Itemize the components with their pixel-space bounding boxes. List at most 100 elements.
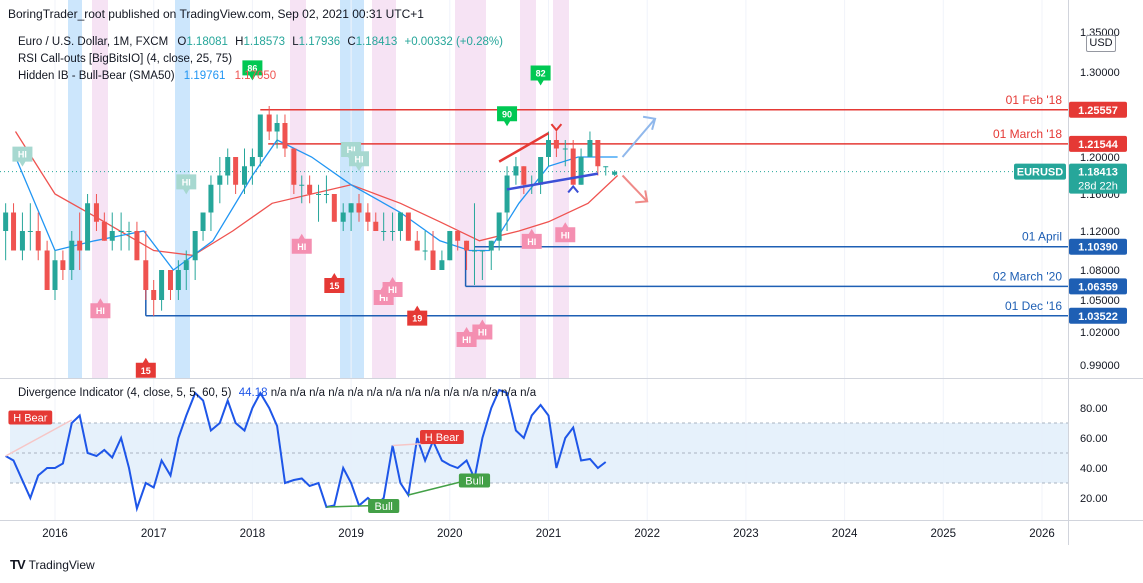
candle-body xyxy=(3,212,9,231)
callout-hi-green: HI xyxy=(12,146,33,167)
main-legend: Euro / U.S. Dollar, 1M, FXCM O1.18081 H1… xyxy=(18,36,503,48)
candle-body xyxy=(397,212,403,231)
horizontal-levels: 01 Feb '18 01 March '18 01 April 02 March '… xyxy=(0,93,1068,317)
bull-arrowhead-icon xyxy=(642,115,657,131)
level-price-text: 1.10390 xyxy=(1078,242,1118,254)
time-tick-label: 2026 xyxy=(1029,528,1055,540)
price-axis[interactable]: 1.350001.300001.200001.160001.120001.100… xyxy=(1080,27,1120,505)
candle-body xyxy=(242,166,248,185)
callout-shape xyxy=(521,228,542,249)
candle-body xyxy=(118,231,124,232)
osc-tick-label: 60.00 xyxy=(1080,433,1108,445)
callout-shape xyxy=(382,277,403,297)
candle-body xyxy=(93,203,99,222)
callout-hi-pink: HI xyxy=(555,222,576,243)
bear-divergence-label: H Bear xyxy=(8,410,53,425)
price-tick-label: 0.99000 xyxy=(1080,360,1120,372)
candle-body xyxy=(488,240,494,251)
callout-text: HI xyxy=(527,237,536,247)
level-label: 01 March '18 xyxy=(993,127,1062,141)
callout-shape xyxy=(12,146,33,167)
bear-divergence-line xyxy=(5,419,73,457)
callout-text: HI xyxy=(354,154,363,164)
bear-projection-arrow xyxy=(621,174,648,203)
na-value: n/a xyxy=(459,387,479,399)
callout-hi-green: HI xyxy=(176,174,197,195)
highlight-zone xyxy=(92,0,108,378)
candle-body xyxy=(340,212,346,222)
highlight-zone xyxy=(520,0,536,378)
candle-body xyxy=(126,231,132,232)
rsi-callouts-legend[interactable]: RSI Call-outs [BigBitsIO] (4, close, 25,… xyxy=(18,53,233,65)
level-price-badge xyxy=(1069,278,1127,295)
callout-red: 19 xyxy=(407,305,428,326)
callout-hi-pink: HI xyxy=(472,319,493,340)
candle-body xyxy=(455,231,461,241)
price-tick-label: 1.02000 xyxy=(1080,327,1120,339)
candle-body xyxy=(257,114,263,157)
candle-body xyxy=(471,250,477,252)
candle-body xyxy=(217,175,223,185)
time-tick-label: 2020 xyxy=(437,528,463,540)
hidden-ib-legend[interactable]: Hidden IB - Bull-Bear (SMA50) 1.19761 1.… xyxy=(18,70,277,82)
tradingview-logo[interactable]: TV TradingView xyxy=(10,557,95,572)
callout-text: HI xyxy=(96,306,105,316)
price-change: +0.00332 (+0.28%) xyxy=(404,36,503,48)
candle-body xyxy=(208,184,214,213)
time-axis[interactable]: 2016 2017 2018 2019 2020 2021 2022 2023 2024 2025… xyxy=(42,528,1055,540)
time-tick-label: 2024 xyxy=(832,528,858,540)
candle-body xyxy=(266,114,272,132)
callout-text: HI xyxy=(182,177,191,187)
label-bg xyxy=(8,410,53,425)
bull-projection-arrow xyxy=(621,118,656,158)
callout-green: 86 xyxy=(242,60,263,81)
time-tick-label: 2016 xyxy=(42,528,68,540)
na-value: n/a xyxy=(286,387,306,399)
support-trendline xyxy=(506,172,599,191)
time-tick-label: 2021 xyxy=(536,528,562,540)
callout-text: HI xyxy=(388,285,397,295)
callout-shape xyxy=(555,222,576,243)
candle-body xyxy=(11,212,17,251)
candle-body xyxy=(414,240,420,251)
divergence-legend[interactable]: Divergence Indicator (4, close, 5, 5, 60… xyxy=(18,387,537,399)
callout-green: 90 xyxy=(497,106,518,127)
level-price-badge xyxy=(1069,238,1127,255)
label-text: Bull xyxy=(374,501,392,513)
candle-body xyxy=(323,194,329,195)
candle-body xyxy=(331,194,337,222)
highlight-zone xyxy=(290,0,306,378)
candle-body xyxy=(175,270,181,290)
candle-body xyxy=(464,240,470,251)
callout-shape xyxy=(291,233,312,254)
price-tick-label: 1.30000 xyxy=(1080,67,1120,79)
callout-text: 19 xyxy=(412,314,422,324)
callout-red: 15 xyxy=(324,273,345,293)
highlight-zone xyxy=(455,0,486,378)
candle-body xyxy=(439,260,445,270)
ohlc-close: C1.18413 xyxy=(347,36,398,48)
candle-body xyxy=(390,231,396,232)
last-price-text: 1.18413 xyxy=(1078,167,1118,179)
symbol-title[interactable]: Euro / U.S. Dollar, 1M, FXCM xyxy=(18,36,169,48)
hidden-ib-value-2: 1.17050 xyxy=(234,70,277,82)
ohlc-high: H1.18573 xyxy=(235,36,286,48)
candle-body xyxy=(603,166,609,168)
callout-text: HI xyxy=(462,335,471,345)
callout-text: 15 xyxy=(329,281,339,291)
divergence-line xyxy=(5,388,607,513)
candle-body xyxy=(299,184,305,186)
candle-body xyxy=(496,212,502,241)
callout-shape xyxy=(456,327,477,347)
callout-hi-pink: HI xyxy=(291,233,312,254)
callout-hi-green: HI xyxy=(348,151,369,172)
countdown-text: 28d 22h xyxy=(1078,181,1118,193)
callout-shape xyxy=(324,273,345,293)
currency-button[interactable]: USD xyxy=(1086,35,1116,52)
ohlc-open: O1.18081 xyxy=(177,36,228,48)
pane-divider xyxy=(0,0,1143,545)
level-label: 01 Dec '16 xyxy=(1005,299,1062,313)
candle-body xyxy=(52,260,58,290)
label-bg xyxy=(420,430,464,444)
